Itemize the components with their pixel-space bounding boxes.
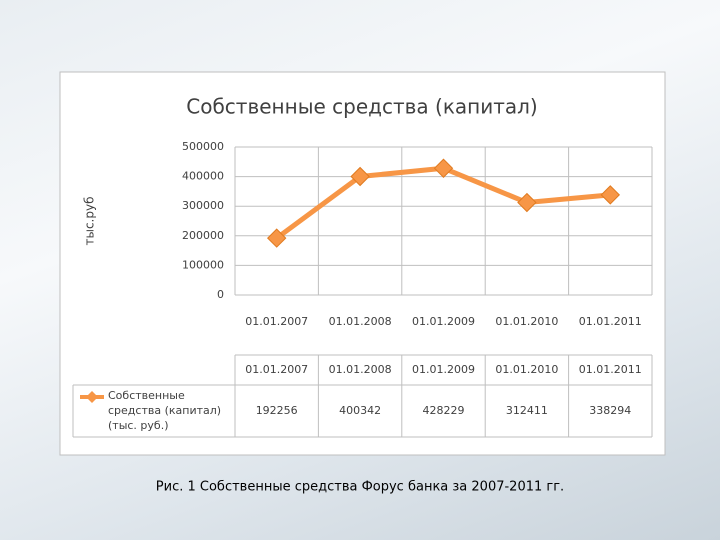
table-header: 01.01.2007 [245, 363, 308, 376]
y-tick-label: 0 [217, 288, 224, 301]
table-value: 428229 [423, 404, 465, 417]
y-tick-label: 400000 [182, 170, 224, 183]
table-header: 01.01.2008 [329, 363, 392, 376]
table-header: 01.01.2010 [495, 363, 558, 376]
y-axis-label: тыс.руб [83, 197, 97, 246]
table-header: 01.01.2011 [579, 363, 642, 376]
x-tick-label: 01.01.2010 [495, 315, 558, 328]
table-value: 338294 [589, 404, 631, 417]
y-tick-label: 100000 [182, 258, 224, 271]
marker [350, 166, 370, 187]
marker [433, 158, 454, 178]
x-tick-label: 01.01.2011 [579, 315, 642, 328]
legend-marker [86, 391, 98, 403]
y-tick-label: 500000 [182, 140, 224, 153]
table-header: 01.01.2009 [412, 363, 475, 376]
chart-title: Собственные средства (капитал) [186, 95, 537, 119]
marker [517, 192, 537, 213]
x-tick-label: 01.01.2009 [412, 315, 475, 328]
table-value: 312411 [506, 404, 548, 417]
legend-label: Собственные средства (капитал) (тыс. руб… [108, 389, 222, 432]
chart-frame [59, 71, 666, 456]
table-value: 192256 [256, 404, 298, 417]
x-tick-label: 01.01.2008 [329, 315, 392, 328]
table-value: 400342 [339, 404, 381, 417]
y-tick-label: 200000 [182, 229, 224, 242]
y-tick-label: 300000 [182, 199, 224, 212]
x-tick-label: 01.01.2007 [245, 315, 308, 328]
marker [266, 228, 287, 248]
caption: Рис. 1 Собственные средства Форус банка … [156, 480, 564, 495]
marker [600, 185, 621, 205]
